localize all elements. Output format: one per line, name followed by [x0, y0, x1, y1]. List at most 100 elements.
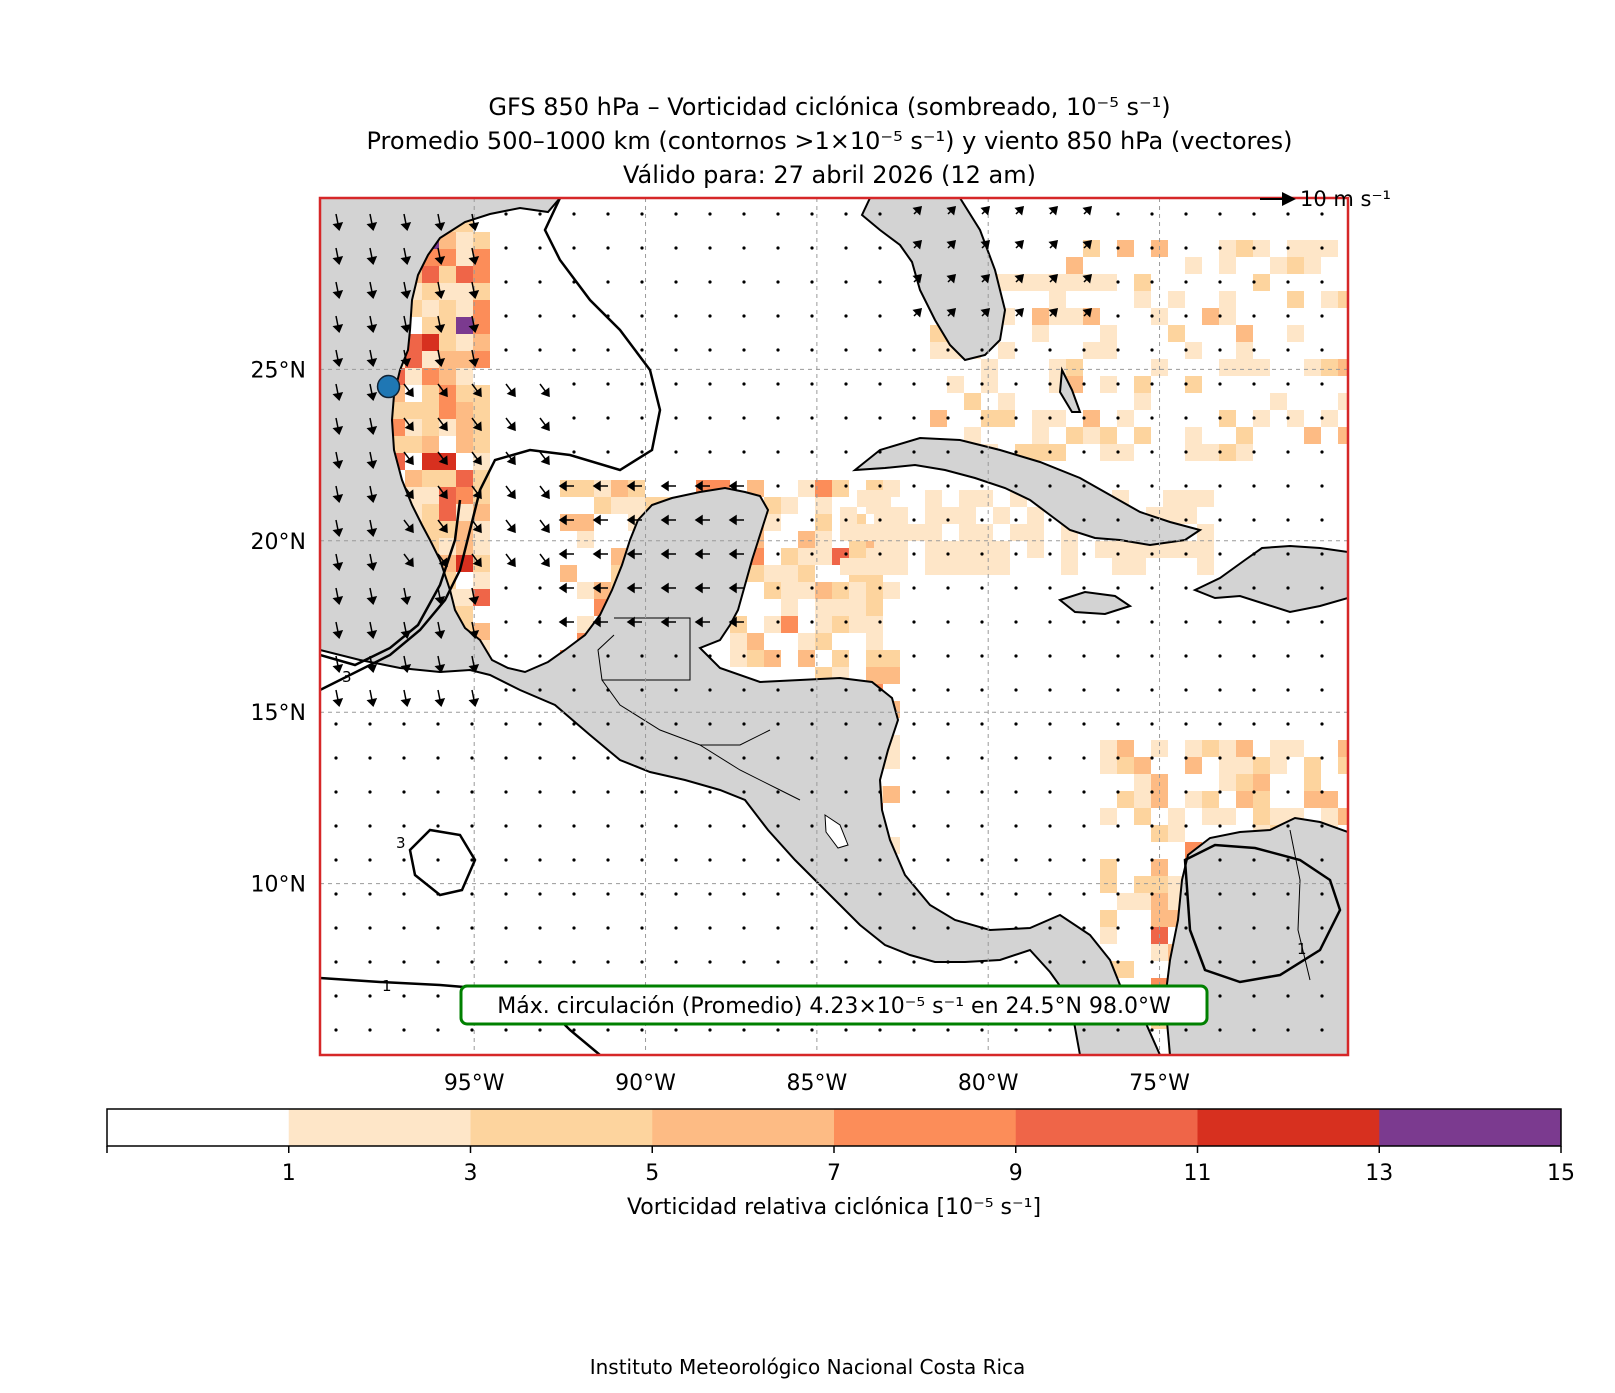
wind-vector: [400, 213, 412, 232]
vorticity-cell: [439, 266, 456, 283]
wind-vector: [368, 1028, 372, 1032]
vorticity-cell: [925, 558, 942, 575]
land-areas: [320, 198, 1348, 1055]
wind-vector: [572, 654, 576, 658]
wind-vector: [878, 314, 882, 318]
wind-vector: [470, 960, 474, 964]
wind-vector: [1116, 892, 1120, 896]
wind-vector: [1286, 722, 1290, 726]
vorticity-cell: [1100, 325, 1117, 342]
vorticity-cell: [1304, 427, 1321, 444]
wind-vector: [946, 756, 950, 760]
wind-vector: [1252, 892, 1256, 896]
vorticity-cell: [976, 541, 993, 558]
wind-vector: [572, 892, 576, 896]
wind-vector: [572, 246, 576, 250]
wind-vector: [572, 858, 576, 862]
wind-vector: [1150, 518, 1154, 522]
colorbar-tick-label: 9: [1009, 1161, 1023, 1186]
colorbar-cell: [652, 1109, 835, 1146]
wind-vector: [742, 790, 746, 794]
wind-vector: [844, 688, 848, 692]
vorticity-cell: [815, 633, 832, 650]
wind-vector: [1286, 858, 1290, 862]
wind-vector: [468, 587, 480, 606]
wind-vector: [1218, 824, 1222, 828]
wind-vector: [980, 307, 991, 318]
wind-vector: [878, 1028, 882, 1032]
wind-vector: [468, 281, 480, 300]
vorticity-cell: [1112, 558, 1129, 575]
wind-vector: [1252, 552, 1256, 556]
wind-vector: [1218, 926, 1222, 930]
wind-vector: [844, 722, 848, 726]
colorbar-cell: [1015, 1109, 1198, 1146]
wind-vector: [334, 960, 338, 964]
wind-vector: [1218, 518, 1222, 522]
wind-vector: [1150, 382, 1154, 386]
vorticity-cell: [1185, 757, 1202, 774]
wind-vector: [1014, 858, 1018, 862]
wind-vector: [776, 688, 780, 692]
wind-vector: [912, 620, 916, 624]
wind-vector: [1218, 790, 1222, 794]
wind-vector: [504, 246, 508, 250]
wind-vector: [471, 451, 482, 466]
vorticity-cell: [1117, 893, 1134, 910]
wind-vector: [332, 315, 344, 334]
wind-vector: [980, 790, 984, 794]
wind-vector: [1218, 552, 1222, 556]
wind-vector: [1320, 620, 1324, 624]
wind-vector: [366, 519, 378, 538]
vorticity-cell: [764, 514, 781, 531]
vorticity-cell: [1253, 757, 1270, 774]
wind-vector: [592, 582, 608, 594]
vorticity-cell: [1083, 410, 1100, 427]
vorticity-cell: [730, 633, 747, 650]
vorticity-cell: [456, 589, 473, 606]
vorticity-cell: [405, 402, 422, 419]
vorticity-cell: [560, 565, 577, 582]
vorticity-cell: [798, 633, 815, 650]
wind-vector: [400, 655, 412, 674]
wind-vector: [742, 382, 746, 386]
wind-vector: [660, 514, 676, 526]
wind-vector: [1082, 484, 1086, 488]
wind-vector: [1218, 246, 1222, 250]
wind-vector: [471, 485, 482, 500]
vorticity-cell: [998, 274, 1015, 291]
border-honduras-nicaragua: [699, 744, 801, 801]
colorbar-cell: [1379, 1109, 1562, 1146]
map-frame: [318, 196, 1350, 1057]
wind-vector: [776, 926, 780, 930]
vorticity-cell: [473, 300, 490, 317]
wind-vector: [1082, 824, 1086, 828]
wind-vector: [1048, 654, 1052, 658]
wind-vector: [505, 451, 516, 466]
wind-vector: [912, 688, 916, 692]
wind-vector: [708, 960, 712, 964]
wind-vector: [436, 824, 440, 828]
wind-vector: [776, 382, 780, 386]
wind-vector: [1082, 586, 1086, 590]
wind-vector: [708, 722, 712, 726]
vorticity-cell: [1100, 927, 1117, 944]
vorticity-cell: [1338, 291, 1348, 308]
vorticity-cell: [781, 497, 798, 514]
wind-vector: [1116, 722, 1120, 726]
wind-vector: [694, 582, 710, 594]
vorticity-cell: [1202, 791, 1219, 808]
vorticity-cell: [1304, 240, 1321, 257]
vorticity-cell: [730, 650, 747, 667]
wind-vector: [558, 514, 574, 526]
wind-vector: [776, 960, 780, 964]
wind-vector: [878, 756, 882, 760]
wind-vector: [674, 892, 678, 896]
wind-vector: [332, 587, 344, 606]
wind-vector: [1048, 205, 1059, 216]
vorticity-cell: [1100, 274, 1117, 291]
wind-vector: [946, 586, 950, 590]
wind-vector: [1150, 552, 1154, 556]
wind-vector: [504, 314, 508, 318]
vorticity-cell: [998, 393, 1015, 410]
